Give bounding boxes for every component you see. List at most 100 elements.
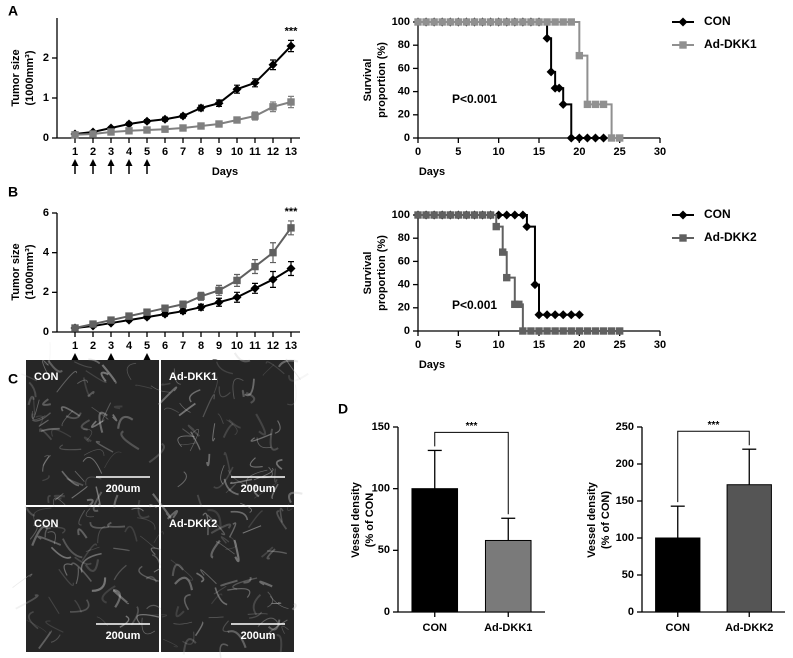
marker — [554, 83, 564, 93]
y-tick-label: 50 — [378, 544, 390, 556]
marker — [438, 211, 446, 219]
micrograph-label: CON — [34, 518, 59, 530]
marker — [542, 33, 552, 43]
marker — [232, 292, 242, 302]
marker — [591, 100, 600, 109]
y-tick-label: 80 — [398, 232, 410, 244]
x-tick-label: 30 — [654, 146, 666, 158]
marker — [268, 274, 278, 284]
marker — [446, 211, 454, 219]
texture — [100, 371, 109, 382]
texture — [95, 486, 101, 507]
x-tick-label: 1 — [72, 146, 78, 158]
marker — [178, 111, 188, 121]
step-segment — [518, 303, 524, 331]
texture — [117, 415, 134, 429]
texture — [233, 352, 251, 363]
texture — [150, 385, 171, 393]
significance-bracket — [677, 430, 750, 503]
bar — [484, 539, 532, 613]
marker — [215, 120, 223, 128]
texture — [287, 384, 297, 406]
marker — [599, 133, 609, 143]
x-tick-label: 3 — [108, 146, 114, 158]
y-tick-label: 0 — [404, 132, 410, 144]
texture — [187, 424, 201, 437]
texture — [173, 368, 181, 385]
texture — [256, 437, 272, 449]
texture — [31, 525, 49, 547]
marker — [71, 131, 79, 139]
texture — [190, 431, 201, 451]
texture — [65, 412, 82, 420]
texture — [61, 410, 74, 427]
x-axis-label: Days — [212, 166, 238, 178]
texture — [240, 502, 252, 513]
texture — [139, 535, 156, 549]
texture — [104, 451, 122, 469]
marker — [232, 84, 242, 94]
x-tick-label: 11 — [249, 146, 261, 158]
texture — [287, 491, 303, 504]
texture — [84, 559, 100, 572]
texture — [210, 523, 232, 535]
texture — [253, 485, 260, 498]
marker — [559, 327, 567, 335]
texture — [219, 643, 229, 658]
texture — [85, 476, 102, 486]
texture — [81, 543, 98, 562]
texture — [222, 423, 234, 439]
y-axis-label: (% of CON) — [600, 491, 612, 549]
marker — [430, 211, 438, 219]
texture — [149, 504, 157, 509]
texture — [177, 471, 187, 488]
marker — [678, 210, 688, 220]
texture — [276, 634, 283, 653]
marker — [286, 264, 296, 274]
texture — [42, 398, 51, 406]
texture — [182, 428, 195, 440]
marker — [89, 320, 97, 328]
texture — [63, 563, 73, 576]
texture — [74, 599, 82, 613]
micrograph-label: Ad-DKK1 — [169, 371, 217, 383]
texture — [126, 362, 137, 381]
x-tick-label: 7 — [180, 340, 186, 352]
marker — [446, 18, 454, 26]
texture — [210, 539, 221, 559]
y-tick-label: 2 — [43, 286, 49, 298]
texture — [279, 507, 284, 523]
y-axis-label: (% of CON — [364, 493, 376, 547]
texture — [137, 517, 156, 530]
texture — [101, 364, 117, 384]
marker — [143, 308, 151, 316]
step-segment — [563, 103, 573, 138]
texture — [228, 522, 237, 538]
texture — [124, 525, 138, 542]
texture — [85, 508, 94, 518]
marker — [430, 18, 438, 26]
texture — [266, 548, 276, 560]
treatment-arrowhead — [143, 353, 151, 360]
treatment-arrowhead — [143, 159, 151, 166]
y-axis-label: (1000mm³) — [24, 50, 36, 105]
y-tick-label: 2 — [43, 52, 49, 64]
texture — [206, 514, 226, 536]
x-tick-label: 5 — [455, 146, 461, 158]
texture — [202, 512, 209, 536]
step-segment — [496, 225, 504, 253]
texture — [112, 588, 122, 608]
marker — [197, 292, 205, 300]
texture — [107, 521, 126, 528]
texture — [35, 415, 44, 427]
texture — [15, 594, 39, 610]
texture — [206, 453, 211, 467]
texture — [216, 361, 234, 375]
marker — [515, 300, 523, 309]
marker — [233, 116, 241, 124]
treatment-arrowhead — [125, 159, 133, 166]
marker — [196, 302, 206, 312]
marker — [486, 211, 495, 219]
y-tick-label: 100 — [392, 16, 410, 28]
legend-label: CON — [704, 14, 731, 28]
